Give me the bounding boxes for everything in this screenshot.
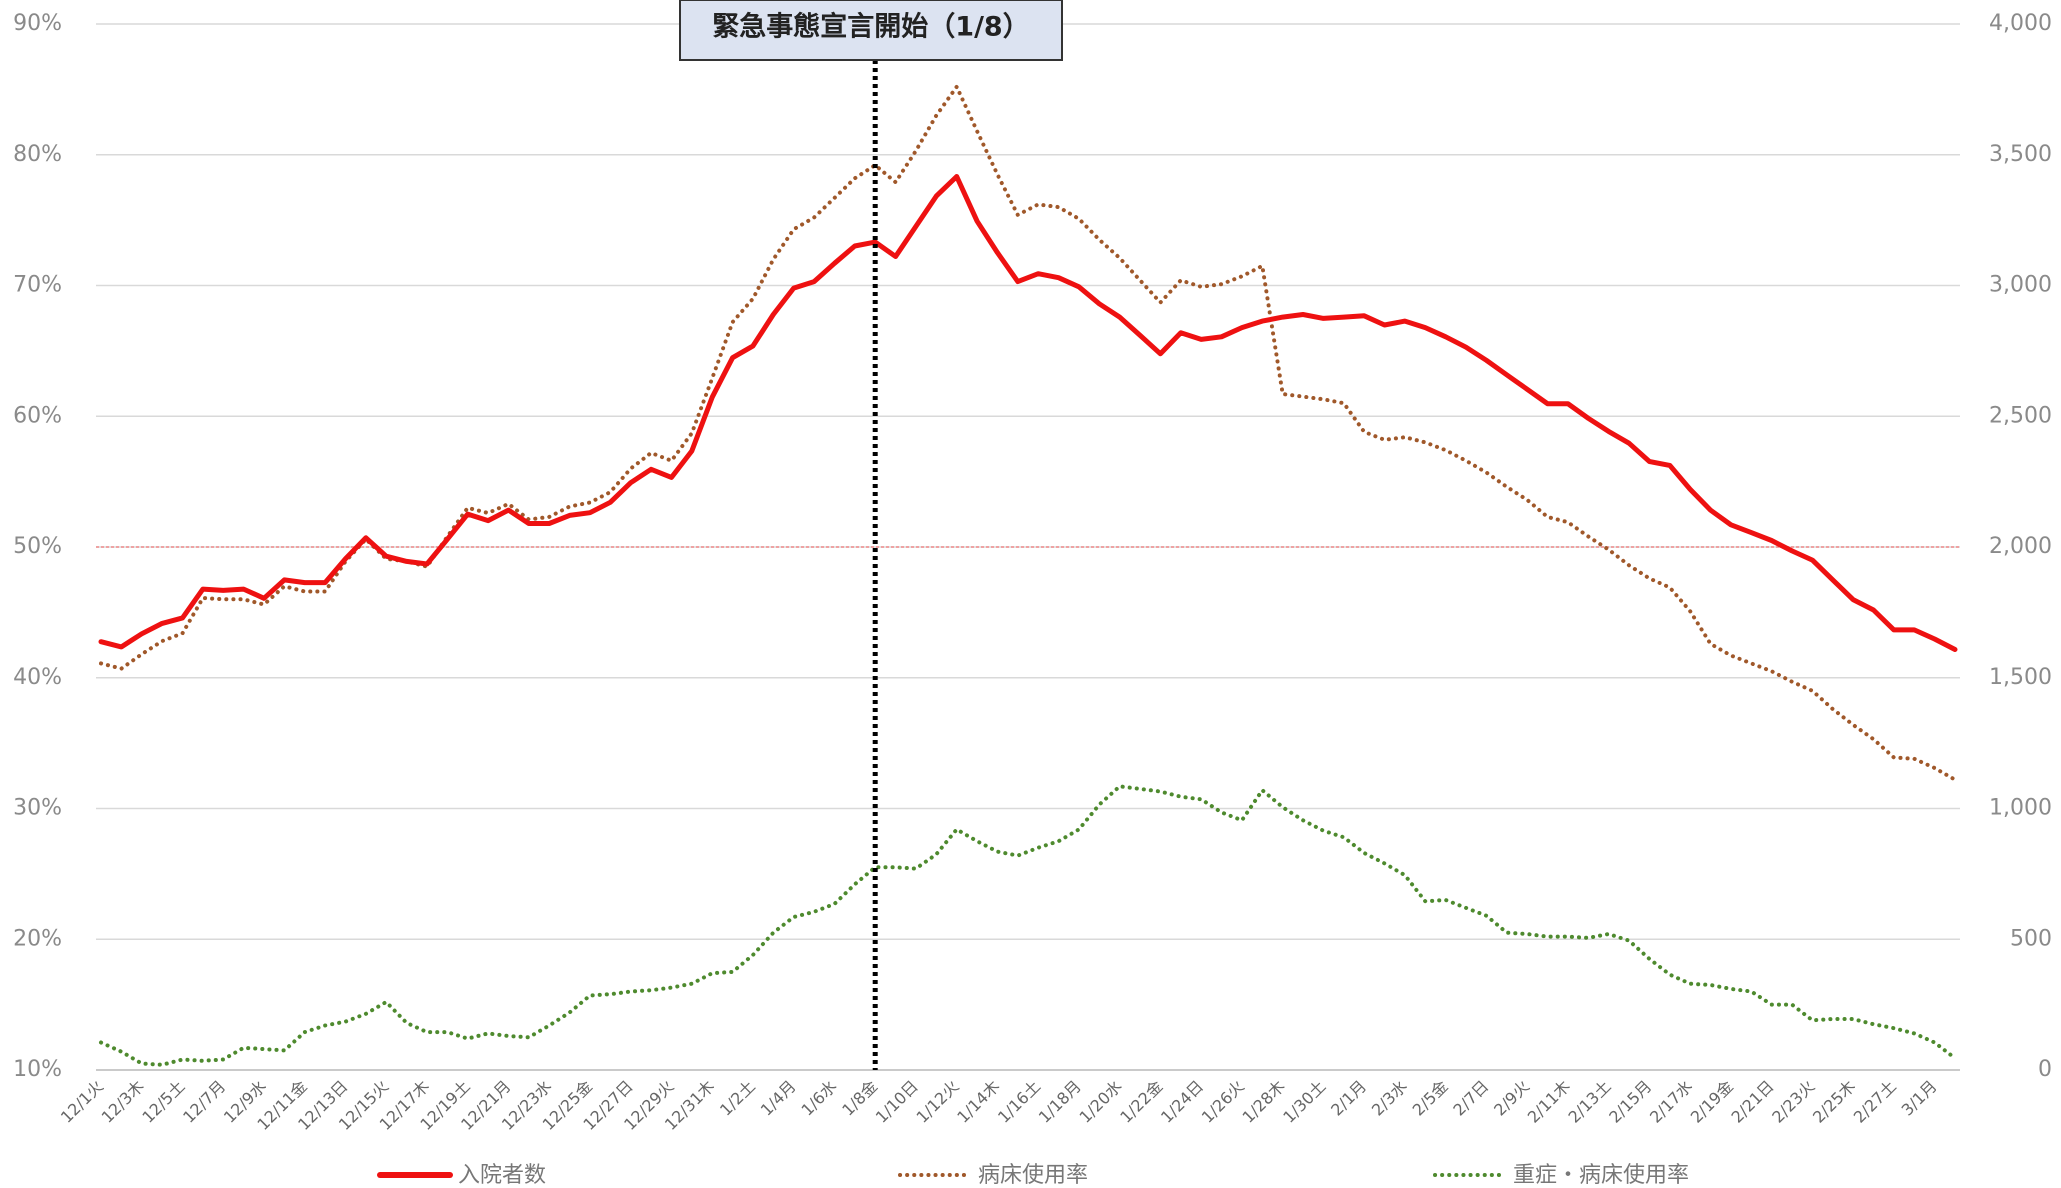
y-tick-label: 1,500 [1989, 665, 2052, 690]
x-tick-label: 1/20水 [1076, 1077, 1126, 1127]
y-tick-label: 70% [13, 273, 62, 298]
x-tick-label: 2/13土 [1564, 1077, 1614, 1127]
legend-label: 入院者数 [458, 1163, 546, 1188]
y-tick-label: 3,000 [1989, 273, 2052, 298]
x-tick-label: 1/30土 [1279, 1077, 1329, 1127]
x-tick-label: 1/22金 [1116, 1077, 1166, 1127]
legend-label: 重症・病床使用率 [1513, 1163, 1689, 1188]
legend-item: 入院者数 [377, 1163, 546, 1188]
legend-label: 病床使用率 [978, 1163, 1088, 1188]
x-tick-label: 2/5金 [1409, 1077, 1452, 1120]
x-tick-label: 1/12火 [913, 1077, 963, 1127]
x-tick-label: 12/3木 [98, 1077, 148, 1127]
annotation-box [679, 0, 1063, 61]
y-tick-label: 80% [13, 142, 62, 167]
y-tick-label: 90% [13, 11, 62, 36]
x-tick-label: 2/15月 [1605, 1077, 1655, 1127]
x-tick-label: 2/7日 [1449, 1077, 1492, 1120]
x-tick-label: 2/19金 [1687, 1077, 1737, 1127]
y-tick-label: 1,000 [1989, 796, 2052, 821]
y-tick-label: 30% [13, 796, 62, 821]
x-tick-label: 2/3水 [1368, 1077, 1411, 1120]
x-tick-label: 2/27土 [1850, 1077, 1900, 1127]
x-tick-label: 12/1火 [57, 1077, 107, 1127]
y-tick-label: 10% [13, 1057, 62, 1082]
x-tick-label: 2/1月 [1327, 1077, 1370, 1120]
y-tick-label: 40% [13, 665, 62, 690]
y-tick-label: 2,500 [1989, 403, 2052, 428]
y-tick-label: 2,000 [1989, 534, 2052, 559]
x-tick-label: 12/7月 [179, 1077, 229, 1127]
x-tick-label: 1/24日 [1157, 1077, 1207, 1127]
x-tick-label: 2/25木 [1809, 1077, 1859, 1127]
series-line [98, 174, 1958, 652]
legend-item: 病床使用率 [898, 1163, 1088, 1188]
x-tick-label: 12/5土 [138, 1077, 188, 1127]
x-tick-label: 1/14木 [953, 1077, 1003, 1127]
legend-item: 重症・病床使用率 [1433, 1163, 1689, 1188]
x-tick-label: 1/4月 [757, 1077, 800, 1120]
x-tick-label: 1/16土 [994, 1077, 1044, 1127]
x-tick-label: 1/28木 [1239, 1077, 1289, 1127]
y-tick-label: 60% [13, 403, 62, 428]
x-tick-label: 2/17水 [1646, 1077, 1696, 1127]
y-tick-label: 3,500 [1989, 142, 2052, 167]
series-line [99, 84, 1957, 782]
y-tick-label: 500 [2010, 926, 2052, 951]
x-tick-label: 2/23火 [1768, 1077, 1818, 1127]
x-tick-label: 1/2土 [716, 1077, 759, 1120]
x-tick-label: 1/26火 [1198, 1077, 1248, 1127]
annotation-text: 緊急事態宣言開始（1/8） [712, 11, 1029, 43]
y-tick-label: 0 [2038, 1057, 2052, 1082]
x-tick-label: 2/21日 [1727, 1077, 1777, 1127]
x-tick-label: 3/1月 [1898, 1077, 1941, 1120]
y-tick-label: 20% [13, 926, 62, 951]
y-tick-label: 4,000 [1989, 11, 2052, 36]
series-line [99, 784, 1957, 1067]
y-tick-label: 50% [13, 534, 62, 559]
x-tick-label: 1/10日 [872, 1077, 922, 1127]
x-tick-label: 2/11木 [1524, 1077, 1574, 1127]
x-tick-label: 1/6水 [797, 1077, 840, 1120]
x-tick-label: 1/18月 [1035, 1077, 1085, 1127]
